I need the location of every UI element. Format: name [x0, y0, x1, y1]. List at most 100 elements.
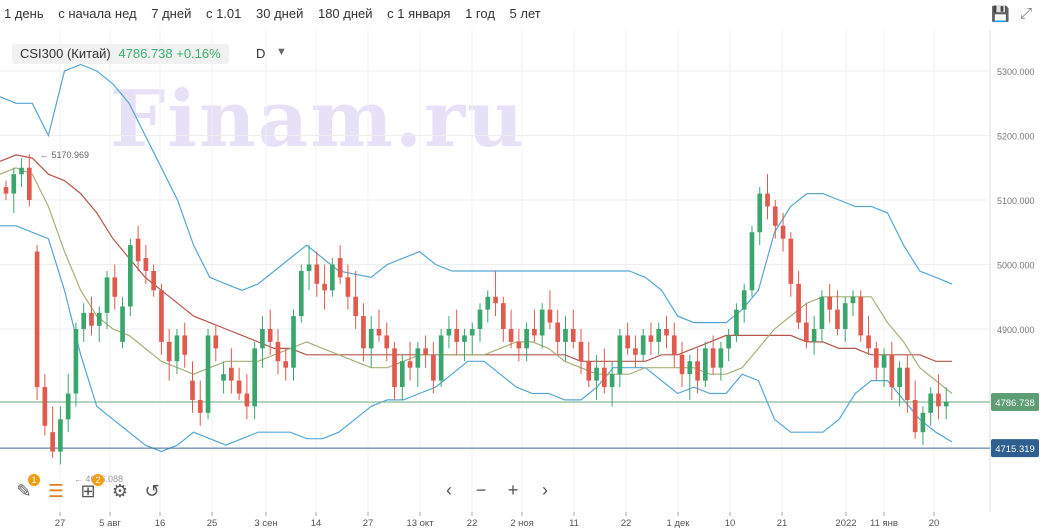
candle-body	[749, 232, 755, 291]
period-1-year[interactable]: 1 год	[465, 6, 495, 21]
candle-body	[664, 329, 669, 336]
add-indicator-icon[interactable]: ⊞ 2	[76, 474, 104, 502]
candle-body	[726, 335, 731, 349]
candle-body	[788, 238, 794, 284]
candle-body	[695, 361, 700, 381]
candle-body	[89, 312, 94, 326]
candle-body	[236, 380, 242, 394]
candle-body	[462, 335, 467, 342]
candle-body	[850, 296, 856, 304]
x-tick-label: 5 авг	[99, 518, 121, 529]
candle-body	[881, 354, 887, 368]
candle-body	[34, 251, 40, 388]
candle-body	[757, 193, 763, 233]
candle-body	[866, 335, 871, 349]
candle-body	[112, 277, 118, 297]
candle-body	[741, 290, 747, 310]
period-since-jan-1[interactable]: с 1 января	[387, 6, 451, 21]
x-tick-label: 3 сен	[254, 518, 277, 529]
settings-icon[interactable]: ⚙	[111, 481, 129, 501]
candle-body	[104, 277, 110, 313]
candle-body	[485, 296, 491, 310]
candle-body	[159, 290, 164, 342]
candle-body	[601, 367, 607, 388]
last-price-label-box	[991, 393, 1039, 412]
moving-average-short-line	[0, 167, 953, 394]
candle-body	[252, 348, 257, 407]
list-icon[interactable]: ☰	[47, 481, 65, 501]
candle-body	[407, 361, 413, 368]
x-tick-label: 22	[621, 518, 632, 529]
candle-body	[345, 277, 351, 297]
zoom-out-icon[interactable]: −	[475, 480, 487, 500]
candle-body	[267, 329, 273, 342]
save-icon[interactable]: 💾	[991, 6, 1010, 23]
candle-body	[873, 348, 879, 368]
undo-icon[interactable]: ↺	[144, 481, 160, 501]
candle-body	[905, 367, 910, 400]
pencil-icon[interactable]: ✎ 1	[12, 474, 40, 502]
candle-body	[431, 354, 436, 381]
candle-body	[143, 258, 149, 271]
candle-body	[151, 270, 156, 291]
candle-body	[42, 387, 48, 426]
candle-body	[532, 329, 537, 336]
candle-body	[609, 374, 615, 388]
interval-dropdown-icon[interactable]: ▼	[276, 46, 287, 58]
bollinger-upper-line	[0, 63, 953, 324]
candle-body	[65, 393, 71, 420]
candle-body	[213, 335, 219, 349]
candle-body	[928, 393, 934, 413]
candle-body	[625, 335, 630, 349]
period-5-years[interactable]: 5 лет	[509, 6, 541, 21]
x-tick-label: 11 янв	[870, 518, 898, 529]
zoom-in-icon[interactable]: +	[507, 480, 519, 500]
candle-body	[780, 225, 786, 239]
x-tick-label: 10	[725, 518, 736, 529]
candle-body	[477, 309, 483, 329]
candle-body	[135, 238, 141, 262]
candle-body	[586, 361, 592, 381]
candle-body	[640, 335, 646, 355]
x-tick-label: 2022	[835, 518, 856, 529]
candle-body	[656, 329, 662, 342]
period-7-days[interactable]: 7 дней	[151, 6, 192, 21]
candle-body	[314, 264, 320, 284]
interval-selector[interactable]: D	[256, 46, 266, 61]
period-selector: 1 день с начала нед 7 дней с 1.01 30 дне…	[4, 6, 552, 21]
x-tick-label: 1 дек	[667, 518, 691, 529]
instrument-legend[interactable]: CSI300 (Китай) 4786.738 +0.16%	[12, 44, 229, 64]
candle-body	[648, 335, 654, 342]
candle-body	[73, 329, 79, 394]
candle-body	[920, 412, 926, 433]
fullscreen-icon[interactable]: ⤢	[1019, 5, 1032, 22]
x-tick-label: 20	[929, 518, 940, 529]
prev-icon[interactable]: ‹	[446, 480, 452, 500]
period-1-day[interactable]: 1 день	[4, 6, 44, 21]
candle-body	[563, 329, 568, 342]
candle-body	[539, 309, 545, 336]
candle-body	[376, 329, 382, 336]
next-icon[interactable]: ›	[542, 480, 548, 500]
candle-body	[835, 309, 840, 329]
period-week-start[interactable]: с начала нед	[58, 6, 137, 21]
y-tick-label: 4900.000	[997, 325, 1035, 335]
instrument-value: 4786.738 +0.16%	[118, 46, 221, 61]
x-tick-label: 27	[55, 518, 66, 529]
candle-body	[197, 399, 203, 413]
period-since-1-01[interactable]: с 1.01	[205, 6, 242, 21]
x-tick-label: 13 окт	[406, 518, 434, 529]
candle-body	[415, 348, 421, 368]
candle-body	[889, 354, 895, 388]
period-30-days[interactable]: 30 дней	[256, 6, 304, 21]
top-icons: 💾 ⤢	[991, 5, 1032, 23]
x-tick-label: 21	[777, 518, 788, 529]
period-180-days[interactable]: 180 дней	[317, 6, 373, 21]
candle-body	[772, 206, 778, 226]
candle-body	[811, 329, 817, 342]
last-price-label: 4786.738	[995, 398, 1035, 409]
candle-body	[174, 335, 180, 362]
candle-body	[19, 167, 24, 175]
candle-body	[804, 322, 809, 342]
